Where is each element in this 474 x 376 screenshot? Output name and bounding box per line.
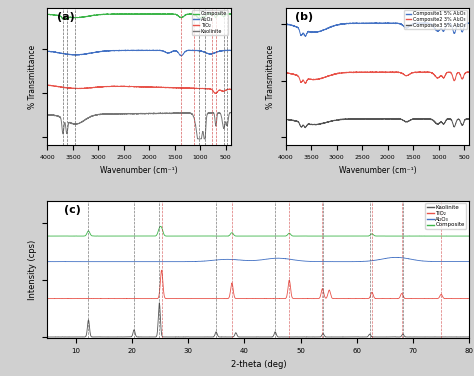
Y-axis label: % Transmittance: % Transmittance [28,44,37,109]
X-axis label: Wavenumber (cm⁻¹): Wavenumber (cm⁻¹) [339,166,416,175]
Y-axis label: % Transmittance: % Transmittance [266,44,275,109]
X-axis label: Wavenumber (cm⁻¹): Wavenumber (cm⁻¹) [100,166,178,175]
Legend: Kaolinite, TiO₂, Al₂O₃, Composite: Kaolinite, TiO₂, Al₂O₃, Composite [426,203,466,229]
Legend: Composite1 5% Al₂O₃, Composite2 3% Al₂O₃, Composite3 5% Al₂O₃: Composite1 5% Al₂O₃, Composite2 3% Al₂O₃… [404,10,467,29]
X-axis label: 2-theta (deg): 2-theta (deg) [230,360,286,369]
Text: (b): (b) [295,12,313,22]
Text: (a): (a) [56,12,74,22]
Legend: Composite, Al₂O₃, TiO₂, Kaolinite: Composite, Al₂O₃, TiO₂, Kaolinite [192,10,228,35]
Text: (c): (c) [64,205,81,215]
Y-axis label: Intensity (cps): Intensity (cps) [28,240,37,300]
